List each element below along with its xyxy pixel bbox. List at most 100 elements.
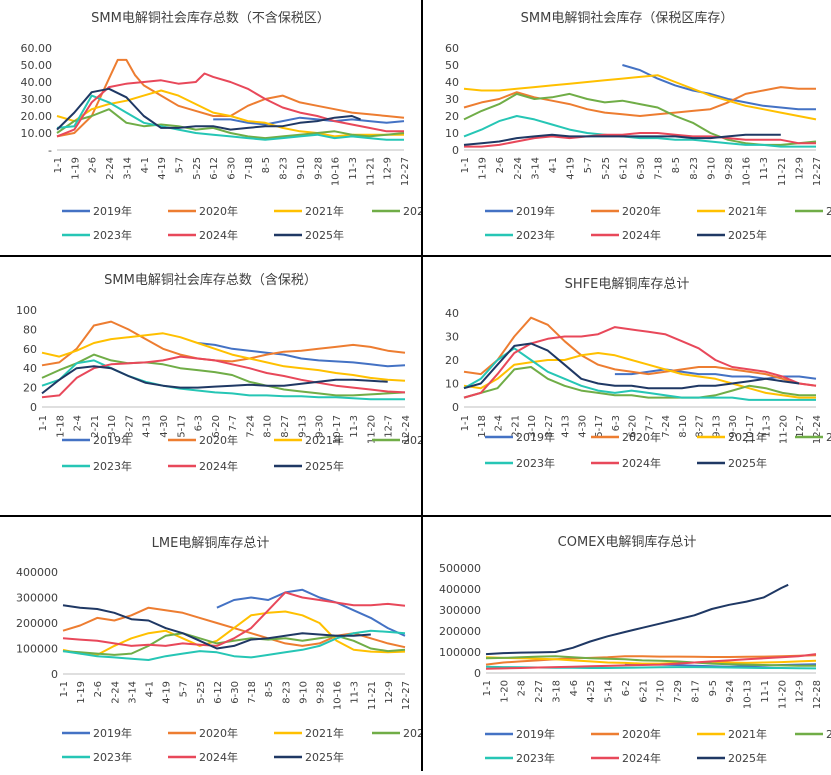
x-tick-label: 7-18 xyxy=(654,157,665,180)
legend-label: 2023年 xyxy=(93,750,132,764)
x-tick-label: 5-17 xyxy=(594,415,605,438)
y-tick-label: 50.00 xyxy=(21,59,53,72)
x-tick-label: 11-3 xyxy=(350,681,361,704)
y-tick-label: 20 xyxy=(445,110,459,123)
y-tick-label: 30 xyxy=(445,93,459,106)
x-tick-label: 1-19 xyxy=(70,157,81,180)
legend-label: 2019年 xyxy=(516,204,555,218)
series-line-2022年 xyxy=(41,353,406,397)
y-tick-label: 200000 xyxy=(16,617,58,630)
x-tick-label: 2-24 xyxy=(110,681,121,704)
x-tick-label: 12-9 xyxy=(795,680,806,703)
legend-label: 2025年 xyxy=(728,751,767,765)
x-tick-label: 9-30 xyxy=(728,415,739,438)
x-tick-label: 12-27 xyxy=(401,681,412,710)
x-tick-label: 1-18 xyxy=(55,415,66,438)
x-tick-label: 2-8 xyxy=(517,680,528,696)
y-tick-label: 60 xyxy=(23,343,37,356)
legend-label: 2025年 xyxy=(728,228,767,242)
legend-label: 2020年 xyxy=(622,204,661,218)
x-tick-label: 3-10 xyxy=(527,415,538,438)
x-tick-label: 9-13 xyxy=(711,415,722,438)
x-tick-label: 6-3 xyxy=(194,415,205,431)
x-tick-label: 11-3 xyxy=(759,157,770,180)
chart-panel-smm-total: SMM电解铜社会库存总数（含保税） 0 20 40 60 80 100 1-1 1-18 2-4 2… xyxy=(0,257,442,515)
legend-item: 2025年 xyxy=(697,456,767,470)
x-tick-label: 11-3 xyxy=(762,415,773,438)
x-tick-label: 2-27 xyxy=(534,680,545,703)
y-tick-label: 40 xyxy=(445,307,459,320)
series-line-2025年 xyxy=(463,133,781,146)
x-tick-label: 9-30 xyxy=(315,415,326,438)
y-tick-label: 60.00 xyxy=(21,42,53,55)
y-tick-label: 60 xyxy=(445,42,459,55)
x-tick-label: 7-18 xyxy=(247,681,258,704)
series-line-2025年 xyxy=(41,365,388,395)
legend-item: 2021年 xyxy=(697,204,767,218)
legend-label: 2019年 xyxy=(516,727,555,741)
x-tick-label: 8-10 xyxy=(263,415,274,438)
y-tick-label: 400000 xyxy=(16,566,58,579)
x-tick-label: 1-19 xyxy=(76,681,87,704)
chart-panel-smm-bonded: SMM电解铜社会库存（保税区库存） 0 10 20 30 40 50 60 1-1 1-19 2-6… xyxy=(423,0,831,255)
x-tick-label: 4-13 xyxy=(561,415,572,438)
x-tick-label: 3-27 xyxy=(544,415,555,438)
chart-title: SMM电解铜社会库存（保税区库存） xyxy=(521,10,734,26)
y-tick-label: 200000 xyxy=(439,625,481,638)
x-tick-label: 8-5 xyxy=(264,681,275,697)
legend-item: 2019年 xyxy=(62,433,132,447)
x-tick-label: 9-10 xyxy=(296,157,307,180)
x-tick-label: 1-20 xyxy=(499,680,510,703)
x-tick-label: 9-10 xyxy=(706,157,717,180)
series-line-2023年 xyxy=(463,115,816,148)
legend-item: 2024年 xyxy=(168,750,238,764)
x-tick-label: 6-12 xyxy=(209,157,220,180)
chart-smm-total: SMM电解铜社会库存总数（含保税） 0 20 40 60 80 100 1-1 1-18 2-4 2… xyxy=(16,272,442,473)
y-tick-label: 100000 xyxy=(16,643,58,656)
x-tick-label: 5-25 xyxy=(601,157,612,180)
chart-comex: COMEX电解铜库存总计 0 100000 200000 300000 400000 500… xyxy=(439,534,831,765)
legend-label: 2020年 xyxy=(199,726,238,740)
x-tick-label: 9-5 xyxy=(708,680,719,696)
x-tick-label: 8-5 xyxy=(671,157,682,173)
legend-label: 2021年 xyxy=(728,430,767,444)
legend-label: 2024年 xyxy=(199,750,238,764)
series-line-2024年 xyxy=(463,326,817,399)
x-tick-label: 1-18 xyxy=(477,415,488,438)
legend-label: 2023年 xyxy=(93,228,132,242)
x-tick-label: 8-27 xyxy=(280,415,291,438)
legend-item: 2019年 xyxy=(485,430,555,444)
x-tick-label: 6-20 xyxy=(211,415,222,438)
y-tick-label: 20 xyxy=(23,382,37,395)
grid-divider-row1 xyxy=(0,255,831,257)
y-tick-label: 80 xyxy=(23,323,37,336)
series-line-2020年 xyxy=(56,58,405,138)
x-tick-label: 3-10 xyxy=(107,415,118,438)
x-tick-label: 4-30 xyxy=(159,415,170,438)
legend-label: 2020年 xyxy=(622,430,661,444)
chart-title: SMM电解铜社会库存总数（不含保税区） xyxy=(91,10,330,26)
legend-label: 2023年 xyxy=(516,751,555,765)
legend-item: 2021年 xyxy=(274,726,344,740)
series-line-2020年 xyxy=(485,654,817,666)
legend-label: 2024年 xyxy=(622,456,661,470)
chart-shfe: SHFE电解铜库存总计 0 10 20 30 40 1-1 1-18 2-4 2-21 3-10 3-… xyxy=(445,276,831,470)
series-line-2022年 xyxy=(485,655,816,667)
x-tick-label: 11-20 xyxy=(777,680,788,709)
legend-item: 2019年 xyxy=(62,726,132,740)
x-tick-label: 3-14 xyxy=(530,157,541,180)
legend-label: 2020年 xyxy=(199,433,238,447)
legend-label: 2025年 xyxy=(728,456,767,470)
x-tick-label: 4-6 xyxy=(569,680,580,696)
series-line-2021年 xyxy=(56,89,404,138)
legend-label: 2024年 xyxy=(199,459,238,473)
legend-item: 2021年 xyxy=(274,204,344,218)
series-line-2024年 xyxy=(56,72,404,138)
x-tick-label: 12-27 xyxy=(812,157,823,186)
chart-panel-comex: COMEX电解铜库存总计 0 100000 200000 300000 400000 500… xyxy=(423,517,831,771)
legend-label: 2020年 xyxy=(199,204,238,218)
x-tick-label: 3-27 xyxy=(124,415,135,438)
legend-label: 2019年 xyxy=(93,726,132,740)
chart-lme: LME电解铜库存总计 0 100000 200000 300000 400000 1-1 1-… xyxy=(16,535,442,764)
